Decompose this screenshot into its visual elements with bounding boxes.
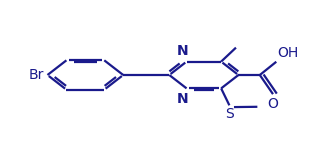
- Text: N: N: [177, 92, 189, 106]
- Text: OH: OH: [277, 46, 298, 60]
- Text: S: S: [225, 107, 234, 121]
- Text: Br: Br: [28, 68, 43, 82]
- Text: O: O: [268, 97, 279, 111]
- Text: N: N: [177, 44, 189, 58]
